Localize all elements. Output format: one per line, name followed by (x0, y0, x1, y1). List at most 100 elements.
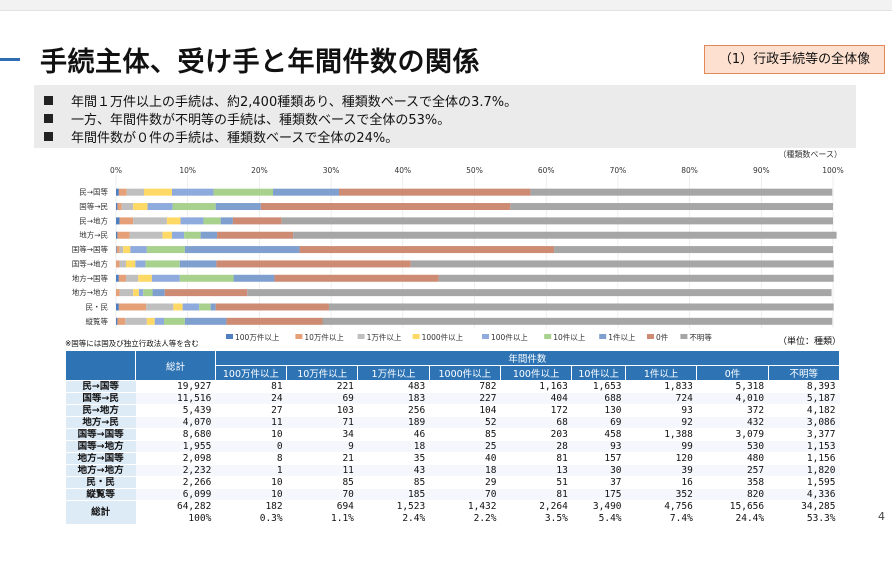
table-cell: 189 (357, 416, 430, 429)
bar-segment (121, 203, 134, 211)
table-cell: 92 (625, 416, 697, 429)
table-cell: 1,156 (768, 452, 840, 465)
row-label: 縦覧等 (65, 488, 136, 501)
bar-segment (293, 231, 837, 239)
row-label: 国等→国等 (65, 428, 136, 441)
bullet-text: 年間件数が０件の手続は、種類数ベースで全体の24%。 (71, 131, 399, 146)
table-cell: 3,377 (768, 428, 840, 441)
table-cell: 10 (215, 428, 287, 441)
table-cell: 37 (571, 476, 626, 489)
table-row: 民→地方 5,439 27 103 256 104 172 130 93 372 4,182 (65, 404, 840, 417)
bar-segment (172, 203, 216, 211)
table-cell: 11 (286, 464, 358, 477)
bar-segment (116, 246, 117, 254)
bar-segment (217, 231, 294, 239)
legend-label: 不明等 (689, 332, 712, 342)
table-cell: 203 (500, 428, 572, 441)
grand-percent-cell: 53.3% (768, 512, 840, 524)
bar-segment (216, 260, 411, 268)
bar-segment (164, 317, 185, 325)
bar-segment (130, 246, 147, 254)
category-label: 国等→民 (79, 201, 108, 211)
bar-segment (281, 217, 833, 225)
table-cell: 30 (571, 464, 626, 477)
row-total: 1,955 (135, 440, 216, 453)
bullet-square-icon (44, 96, 53, 105)
row-total: 2,232 (135, 464, 216, 477)
x-tick-label: 10% (179, 166, 196, 175)
legend-swatch (599, 334, 607, 339)
bar-segment (117, 231, 130, 239)
bar-segment (166, 217, 181, 225)
bar-segment (260, 203, 511, 211)
table-cell: 432 (696, 416, 769, 429)
table-cell: 39 (625, 464, 697, 477)
table-cell: 10 (215, 476, 287, 489)
chart-basis-label: （種類数ベース） (778, 149, 842, 159)
x-tick-label: 50% (466, 166, 483, 175)
bar-segment (299, 246, 555, 254)
table-cell: 1 (215, 464, 287, 477)
table-row: 民・民 2,266 10 85 85 29 51 37 16 358 1,595 (65, 476, 840, 489)
table-cell: 34 (286, 428, 358, 441)
header-group: 年間件数 (214, 350, 841, 366)
bar-segment (133, 217, 167, 225)
bullet-square-icon (44, 114, 53, 123)
bar-segment (116, 260, 120, 268)
table-row: 地方→地方 2,232 1 11 43 18 13 30 39 257 1,820 (65, 464, 840, 477)
legend-swatch (647, 334, 654, 339)
grand-total-cell: 15,656 (696, 500, 769, 513)
table-row: 民→国等 19,927 81 221 483 782 1,163 1,653 1,833 5,31… (65, 380, 840, 393)
table-cell: 4,010 (696, 392, 769, 405)
table-cell: 0 (215, 440, 287, 453)
table-cell: 227 (429, 392, 501, 405)
bar-segment (151, 274, 180, 282)
table-cell: 25 (429, 440, 501, 453)
column-header: 1件以上 (625, 365, 698, 381)
table-cell: 120 (625, 452, 697, 465)
table-cell: 1,653 (571, 380, 626, 393)
row-total: 2,266 (135, 476, 216, 489)
row-label: 民・民 (65, 476, 136, 489)
table-cell: 1,388 (625, 428, 697, 441)
legend-label: 0件 (656, 332, 669, 342)
bar-segment (184, 246, 300, 254)
bar-segment (138, 289, 144, 297)
bar-segment (125, 317, 147, 325)
x-tick-label: 40% (394, 166, 411, 175)
table-cell: 1,163 (500, 380, 572, 393)
table-cell: 172 (500, 404, 572, 417)
category-label: 縦覧等 (86, 316, 109, 326)
table-cell: 81 (500, 488, 572, 501)
grand-percent-cell: 7.4% (625, 512, 697, 524)
column-header: 不明等 (767, 365, 841, 381)
table-cell: 3,079 (696, 428, 769, 441)
bullet-square-icon (44, 132, 53, 141)
table-cell: 724 (625, 392, 697, 405)
bar-segment (116, 317, 118, 325)
bar-segment (322, 317, 833, 325)
bar-segment (146, 303, 174, 311)
bar-segment (146, 317, 155, 325)
table-cell: 358 (696, 476, 769, 489)
bar-segment (133, 289, 139, 297)
bullet-text: 一方、年間件数が不明等の手続は、種類数ベースで全体の53%。 (71, 113, 451, 128)
bar-segment (510, 203, 833, 211)
row-label: 地方→地方 (65, 464, 136, 477)
legend-swatch (295, 334, 303, 339)
legend-swatch (226, 334, 233, 339)
x-tick-label: 60% (538, 166, 555, 175)
bar-segment (117, 203, 122, 211)
category-label: 地方→国等 (72, 273, 109, 283)
bar-segment (116, 188, 119, 196)
bar-segment (152, 289, 165, 297)
bar-segment (180, 217, 204, 225)
table-cell: 11 (215, 416, 287, 429)
bar-segment (232, 217, 282, 225)
bar-segment (116, 203, 118, 211)
x-tick-label: 80% (681, 166, 698, 175)
bar-segment (179, 274, 234, 282)
table-row: 国等→民 11,516 24 69 183 227 404 688 724 4,010 5,187 (65, 392, 840, 405)
page-number: 4 (878, 510, 885, 523)
table-cell: 70 (429, 488, 501, 501)
